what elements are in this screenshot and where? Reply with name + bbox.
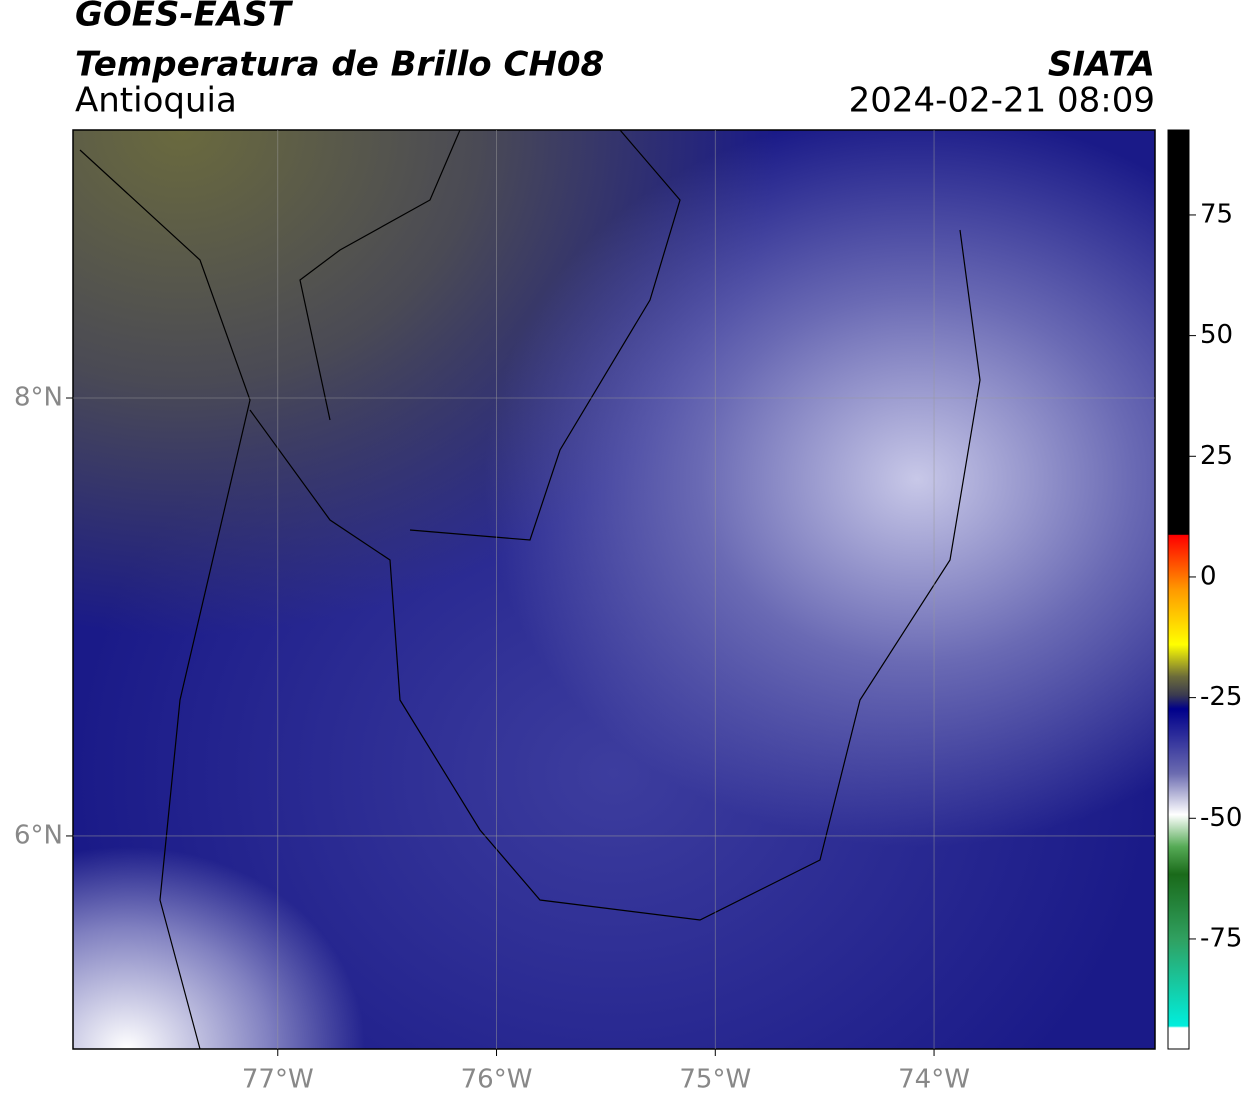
- region: Antioquia: [75, 81, 237, 121]
- colorbar-tick-label: 25: [1200, 441, 1233, 471]
- subtitle: Temperatura de Brillo CH08: [75, 45, 604, 85]
- colorbar-tick-label: -50: [1200, 803, 1242, 833]
- y-tick-label: 8°N: [14, 383, 63, 413]
- x-tick-label: 75°W: [679, 1065, 751, 1095]
- colorbar: [1167, 129, 1190, 1050]
- colorbar-tick-label: 0: [1200, 561, 1217, 591]
- colorbar-tick-label: -75: [1200, 923, 1242, 953]
- x-tick-label: 77°W: [242, 1065, 314, 1095]
- grid: [73, 130, 1155, 1049]
- map-image: [72, 129, 1156, 1050]
- title: GOES-EAST: [75, 0, 294, 35]
- colorbar-tick-label: -25: [1200, 682, 1242, 712]
- colorbar-tick-label: 50: [1200, 320, 1233, 350]
- colorbar-tick-label: 75: [1200, 199, 1233, 229]
- x-tick-label: 74°W: [898, 1065, 970, 1095]
- datetime: 2024-02-21 08:09: [849, 81, 1155, 121]
- source: SIATA: [1048, 45, 1155, 85]
- y-tick-label: 6°N: [14, 820, 63, 850]
- x-tick-label: 76°W: [461, 1065, 533, 1095]
